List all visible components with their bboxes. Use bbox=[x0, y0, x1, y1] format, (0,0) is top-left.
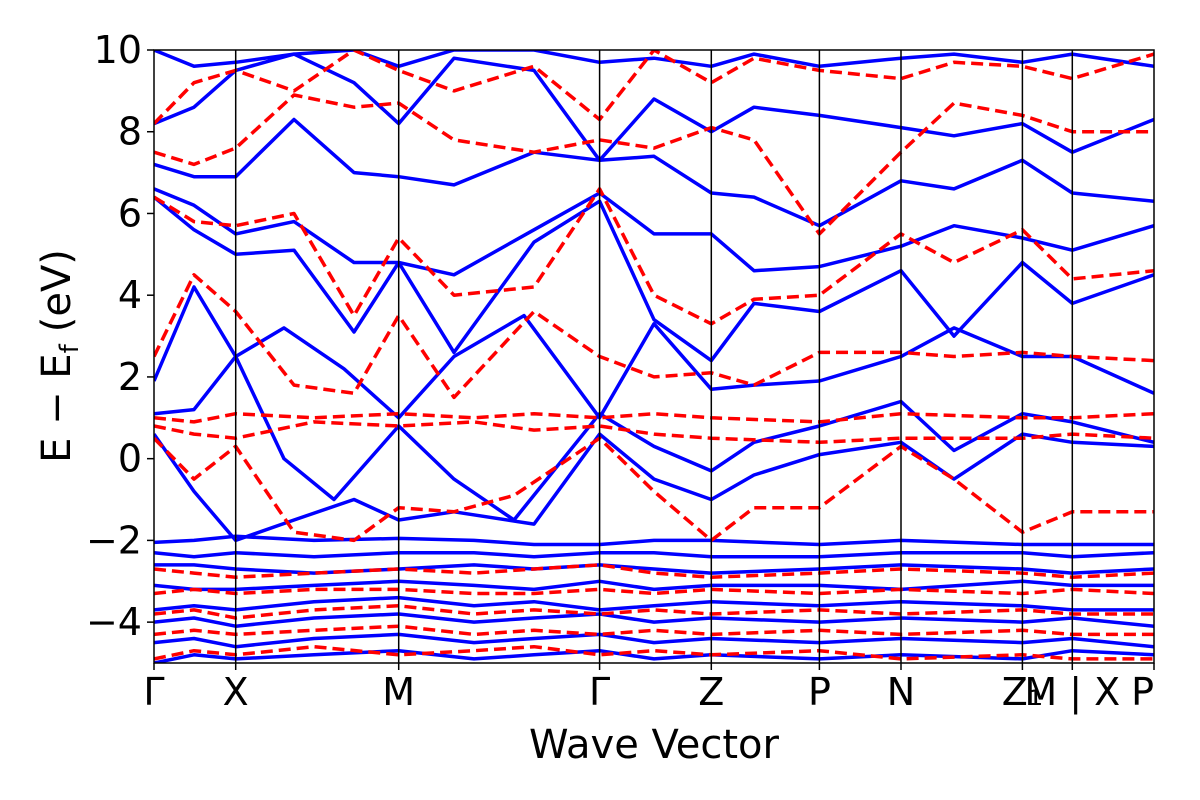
solid-band-10 bbox=[154, 285, 1154, 420]
dashed-band-11 bbox=[154, 50, 1154, 125]
plot-background bbox=[154, 50, 1154, 663]
y-tick-label: 6 bbox=[118, 191, 142, 235]
x-tick-label: P bbox=[808, 670, 831, 714]
y-tick-label: 0 bbox=[118, 437, 142, 481]
solid-band-13 bbox=[154, 117, 1154, 228]
y-tick-label: −4 bbox=[86, 600, 142, 644]
x-tick-label: Z bbox=[698, 670, 724, 714]
dashed-band-1 bbox=[154, 624, 1154, 637]
x-tick-label: N bbox=[887, 670, 915, 714]
y-axis-label-subscript: f bbox=[55, 343, 85, 353]
x-tick-label: Γ bbox=[143, 670, 164, 714]
y-axis-ticks: −4 −2 0 2 4 6 8 10 bbox=[86, 28, 154, 644]
dashed-band-3 bbox=[154, 587, 1154, 596]
y-tick-label: −2 bbox=[86, 518, 142, 562]
dashed-band-6 bbox=[154, 420, 1154, 445]
dashed-band-4 bbox=[154, 563, 1154, 579]
bands-layer bbox=[154, 50, 1154, 663]
high-symmetry-lines bbox=[234, 50, 1074, 663]
dashed-band-9 bbox=[154, 187, 1154, 326]
dashed-band-5 bbox=[154, 436, 1154, 543]
y-axis-label-unit: (eV) bbox=[34, 249, 80, 332]
x-axis-label: Wave Vector bbox=[529, 722, 780, 768]
solid-band-11 bbox=[154, 195, 1154, 363]
x-tick-label: P bbox=[1131, 670, 1154, 714]
plot-frame bbox=[153, 49, 1155, 664]
y-tick-label: 10 bbox=[94, 28, 142, 72]
dashed-band-0 bbox=[154, 644, 1154, 661]
y-axis-label: E − Ef (eV) bbox=[34, 249, 85, 463]
solid-band-12 bbox=[154, 187, 1154, 277]
x-tick-label: X bbox=[223, 670, 249, 714]
x-tick-label: Γ bbox=[589, 670, 610, 714]
x-tick-label: Z₁ bbox=[1002, 670, 1043, 714]
y-tick-label: 4 bbox=[118, 273, 142, 317]
x-tick-label: M bbox=[382, 670, 415, 714]
solid-band-8 bbox=[154, 432, 1154, 543]
y-tick-label: 2 bbox=[118, 355, 142, 399]
x-tick-label: M | X bbox=[1024, 670, 1120, 715]
dashed-band-7 bbox=[154, 411, 1154, 424]
dashed-band-2 bbox=[154, 604, 1154, 620]
dashed-band-8 bbox=[154, 273, 1154, 400]
y-tick-label: 8 bbox=[118, 110, 142, 154]
solid-band-15 bbox=[154, 50, 1154, 69]
dashed-band-10 bbox=[154, 93, 1154, 236]
y-axis-label-main: E − E bbox=[34, 353, 80, 463]
